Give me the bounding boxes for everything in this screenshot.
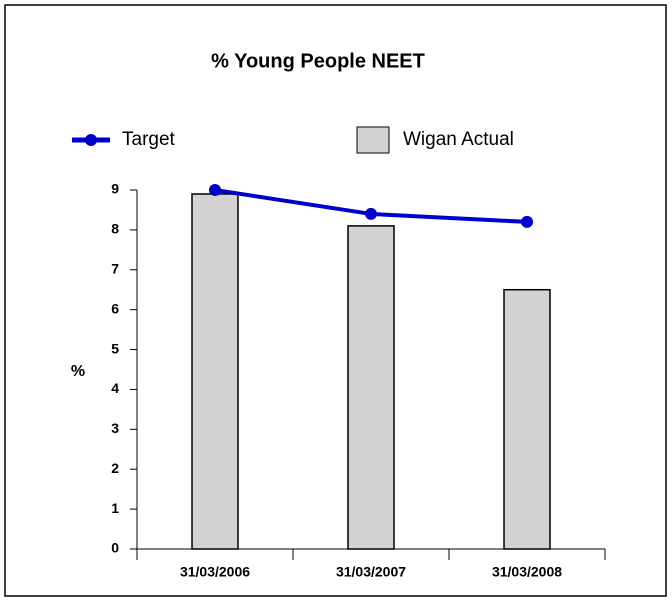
legend-swatch — [356, 126, 390, 154]
y-tick-label: 1 — [111, 500, 119, 516]
y-tick-label: 5 — [111, 340, 119, 356]
y-tick-label: 2 — [111, 460, 119, 476]
bar — [503, 288, 551, 550]
x-tick-label: 31/03/2008 — [492, 564, 562, 580]
y-tick-label: 6 — [111, 300, 119, 316]
y-tick-label: 8 — [111, 221, 119, 237]
x-tick-label: 31/03/2006 — [180, 564, 250, 580]
bar — [347, 225, 395, 550]
legend-label: Wigan Actual — [403, 129, 514, 150]
y-tick-label: 3 — [111, 420, 119, 436]
legend-marker — [85, 134, 97, 146]
y-tick-label: 9 — [111, 181, 119, 197]
chart-title: % Young People NEET — [211, 50, 425, 72]
bar — [191, 193, 239, 550]
frame — [4, 4, 667, 597]
y-tick-label: 7 — [111, 260, 119, 276]
y-tick-label: 4 — [111, 380, 119, 396]
y-tick-label: 0 — [111, 540, 119, 556]
y-axis-label: % — [71, 363, 85, 380]
x-tick-label: 31/03/2007 — [336, 564, 406, 580]
point — [521, 215, 533, 228]
point — [209, 184, 221, 196]
legend-label: Target — [122, 129, 176, 150]
point — [365, 207, 377, 220]
